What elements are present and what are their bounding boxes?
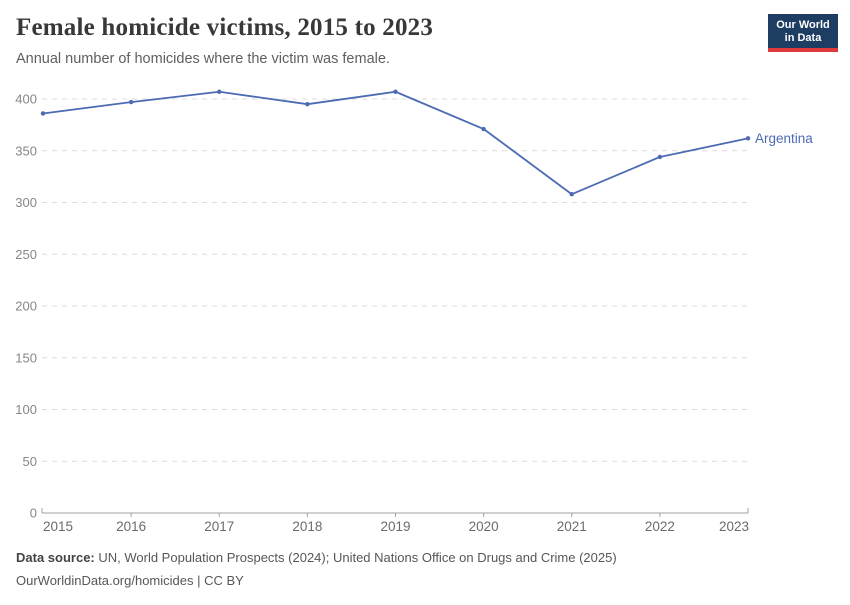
- data-point: [128, 99, 134, 105]
- data-point: [657, 154, 663, 160]
- data-point: [217, 89, 222, 94]
- series-end-label: Argentina: [755, 131, 813, 146]
- y-axis-label: 150: [15, 350, 37, 365]
- data-source-line: Data source: UN, World Population Prospe…: [16, 546, 826, 569]
- data-point: [40, 111, 46, 116]
- x-axis-label: 2022: [645, 519, 675, 534]
- x-axis-label: 2018: [292, 519, 322, 534]
- y-axis-label: 350: [15, 143, 37, 158]
- data-point: [569, 192, 574, 197]
- data-point: [745, 136, 751, 141]
- owid-logo-line1: Our World: [776, 19, 830, 31]
- x-axis-label: 2017: [204, 519, 234, 534]
- chart-title: Female homicide victims, 2015 to 2023: [16, 14, 434, 41]
- y-axis-label: 100: [15, 402, 37, 417]
- chart-footer: Data source: UN, World Population Prospe…: [16, 546, 826, 592]
- y-axis-label: 50: [23, 454, 37, 469]
- y-axis-label: 200: [15, 299, 37, 314]
- x-axis-label: 2020: [469, 519, 499, 534]
- data-point: [481, 126, 486, 132]
- data-source-label: Data source:: [16, 550, 95, 565]
- license-line: OurWorldinData.org/homicides | CC BY: [16, 573, 244, 588]
- data-point: [305, 101, 310, 107]
- owid-logo-line2: in Data: [784, 31, 822, 44]
- data-source-text: UN, World Population Prospects (2024); U…: [94, 550, 617, 565]
- owid-logo: Our World in Data: [768, 14, 838, 52]
- y-axis-label: 300: [15, 195, 37, 210]
- data-point: [393, 89, 398, 94]
- x-axis-label: 2015: [43, 519, 73, 534]
- x-axis-label: 2016: [116, 519, 146, 534]
- data-line: [42, 90, 749, 196]
- x-axis-label: 2023: [719, 519, 749, 534]
- y-axis-label: 400: [15, 92, 37, 107]
- y-axis-label: 0: [30, 506, 37, 521]
- x-axis-label: 2021: [557, 519, 587, 534]
- y-axis-label: 250: [15, 247, 37, 262]
- x-axis-label: 2019: [380, 519, 410, 534]
- chart-subtitle: Annual number of homicides where the vic…: [16, 51, 390, 67]
